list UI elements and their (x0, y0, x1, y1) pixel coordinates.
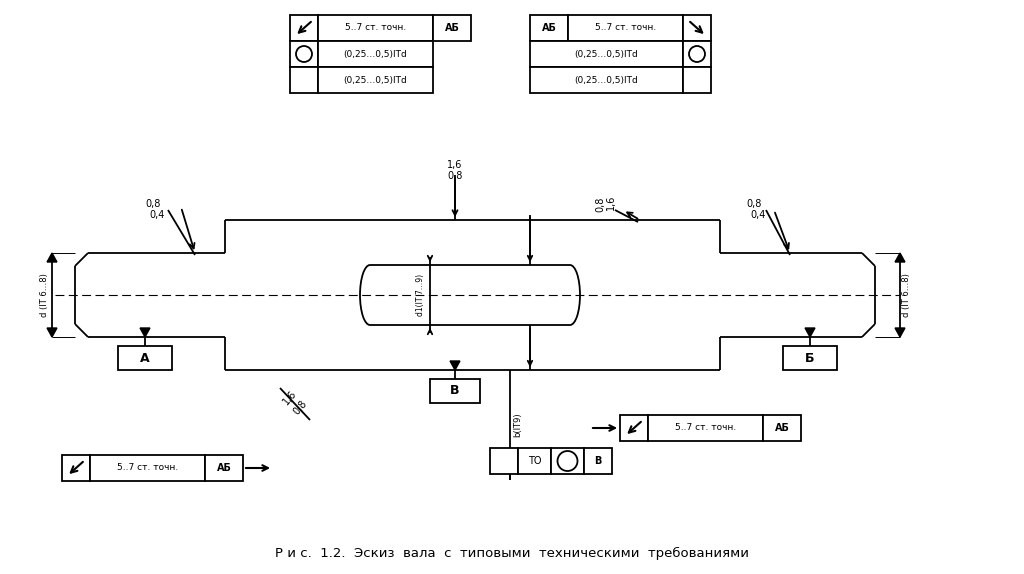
Text: (0,25…0,5)ITd: (0,25…0,5)ITd (344, 76, 408, 84)
Text: Б: Б (805, 351, 815, 364)
Polygon shape (47, 328, 57, 337)
Text: 0,8: 0,8 (746, 199, 762, 209)
Bar (620, 415, 648, 441)
Bar (551, 448, 584, 474)
Bar (568, 15, 683, 41)
Text: (0,25…0,5)ITd: (0,25…0,5)ITd (344, 49, 408, 59)
Text: 0,8: 0,8 (447, 171, 463, 181)
Polygon shape (895, 253, 905, 262)
Text: АБ: АБ (542, 23, 556, 33)
Bar (530, 67, 683, 93)
Text: Р и с.  1.2.  Эскиз  вала  с  типовыми  техническими  требованиями: Р и с. 1.2. Эскиз вала с типовыми технич… (275, 546, 749, 560)
Polygon shape (895, 328, 905, 337)
Bar (318, 41, 433, 67)
Bar (683, 15, 711, 41)
Bar (90, 455, 205, 481)
Text: 0,4: 0,4 (751, 210, 766, 220)
Text: ТО: ТО (527, 456, 542, 466)
Text: 0,8: 0,8 (595, 196, 605, 212)
Bar (518, 448, 551, 474)
Bar (118, 346, 172, 370)
Bar (290, 67, 318, 93)
Text: 5..7 ст. точн.: 5..7 ст. точн. (675, 424, 736, 432)
Polygon shape (451, 361, 460, 370)
Bar (318, 15, 433, 41)
Text: d1(IT 7…9): d1(IT 7…9) (416, 274, 425, 316)
Bar (763, 415, 801, 441)
Bar (290, 15, 318, 41)
Polygon shape (140, 328, 150, 337)
Circle shape (689, 46, 705, 62)
Text: 5..7 ст. точн.: 5..7 ст. точн. (345, 24, 407, 33)
Circle shape (296, 46, 312, 62)
Circle shape (557, 451, 578, 471)
Text: 1,6: 1,6 (447, 160, 463, 170)
Text: 1,6: 1,6 (606, 195, 616, 210)
Text: 0,8: 0,8 (145, 199, 161, 209)
Bar (530, 15, 568, 41)
Text: 0,4: 0,4 (150, 210, 165, 220)
Text: (0,25…0,5)ITd: (0,25…0,5)ITd (574, 76, 638, 84)
Text: В: В (594, 456, 602, 466)
Text: d (IT 6…8): d (IT 6…8) (41, 273, 49, 317)
Bar (648, 415, 763, 441)
Bar (683, 67, 711, 93)
Bar (584, 448, 612, 474)
Bar (290, 41, 318, 67)
Text: АБ: АБ (774, 423, 790, 433)
Text: М: М (563, 456, 571, 466)
Bar (433, 15, 471, 41)
Bar (683, 41, 711, 67)
Text: В: В (451, 385, 460, 398)
Text: АБ: АБ (444, 23, 460, 33)
Polygon shape (805, 328, 815, 337)
Text: 1,6: 1,6 (282, 389, 299, 407)
Text: АБ: АБ (216, 463, 231, 473)
Text: 0,8: 0,8 (291, 399, 309, 417)
Bar (783, 346, 837, 370)
Text: А: А (140, 351, 150, 364)
Bar (530, 41, 683, 67)
Text: (0,25…0,5)ITd: (0,25…0,5)ITd (574, 49, 638, 59)
Text: b(IT9): b(IT9) (513, 413, 522, 437)
Text: 5..7 ст. точн.: 5..7 ст. точн. (117, 463, 178, 472)
Text: d (IT 6…8): d (IT 6…8) (902, 273, 911, 317)
Polygon shape (47, 253, 57, 262)
Bar (318, 67, 433, 93)
Bar (62, 455, 90, 481)
Bar (430, 379, 480, 403)
Text: 5..7 ст. точн.: 5..7 ст. точн. (595, 24, 656, 33)
Bar (490, 448, 518, 474)
Bar (205, 455, 243, 481)
